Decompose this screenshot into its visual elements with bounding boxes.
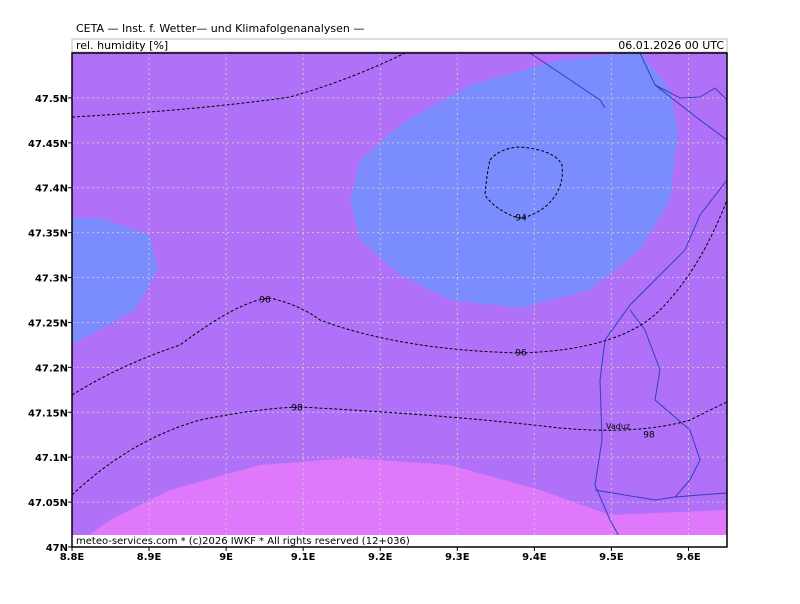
x-tick-label: 9.4E — [522, 552, 547, 563]
contour-label: 94 — [515, 214, 527, 224]
contour-line — [72, 401, 727, 496]
x-tick-label: 9.1E — [291, 552, 316, 563]
contour-label: 96 — [515, 349, 527, 359]
contour-line — [72, 53, 406, 118]
x-tick-label: 8.9E — [137, 552, 162, 563]
x-tick-label: 8.8E — [60, 552, 85, 563]
y-tick-label: 47.25N — [28, 318, 68, 329]
humidity-above-98 — [72, 458, 727, 547]
contour-label: 98 — [291, 404, 303, 414]
y-tick-label: 47.45N — [28, 139, 68, 150]
place-label: Vaduz — [606, 422, 630, 431]
humidity-below-96 — [72, 218, 158, 345]
x-tick-label: 9.6E — [676, 552, 701, 563]
y-tick-label: 47.1N — [35, 453, 68, 464]
x-tick-label: 9E — [219, 552, 233, 563]
date-label: 06.01.2026 00 UTC — [618, 39, 724, 52]
y-tick-label: 47.5N — [35, 94, 68, 105]
x-tick-label: 9.5E — [599, 552, 624, 563]
contour-label: 98 — [643, 431, 655, 441]
border-line — [594, 309, 727, 501]
map-frame — [71, 52, 728, 548]
y-tick-label: 47.15N — [28, 408, 68, 419]
contour-line — [72, 199, 727, 396]
footer-bar — [72, 535, 727, 547]
x-tick-label: 9.3E — [445, 552, 470, 563]
contour-label: 96 — [259, 296, 271, 306]
y-tick-label: 47N — [46, 543, 68, 554]
y-tick-label: 47.4N — [35, 184, 68, 195]
border-line — [529, 53, 727, 547]
header-title: CETA — Inst. f. Wetter— und Klimafolgena… — [76, 22, 364, 35]
variable-label: rel. humidity [%] — [76, 39, 168, 52]
map-area: 94 96 96 98 98 Vaduz meteo-services.com … — [72, 53, 727, 547]
header-bar — [71, 38, 728, 53]
humidity-below-96 — [350, 53, 678, 308]
y-tick-label: 47.35N — [28, 229, 68, 240]
footer-text: meteo-services.com * (c)2026 IWKF * All … — [76, 536, 410, 547]
x-tick-label: 9.2E — [368, 552, 393, 563]
y-tick-label: 47.2N — [35, 363, 68, 374]
y-tick-label: 47.05N — [28, 498, 68, 509]
y-tick-label: 47.3N — [35, 274, 68, 285]
